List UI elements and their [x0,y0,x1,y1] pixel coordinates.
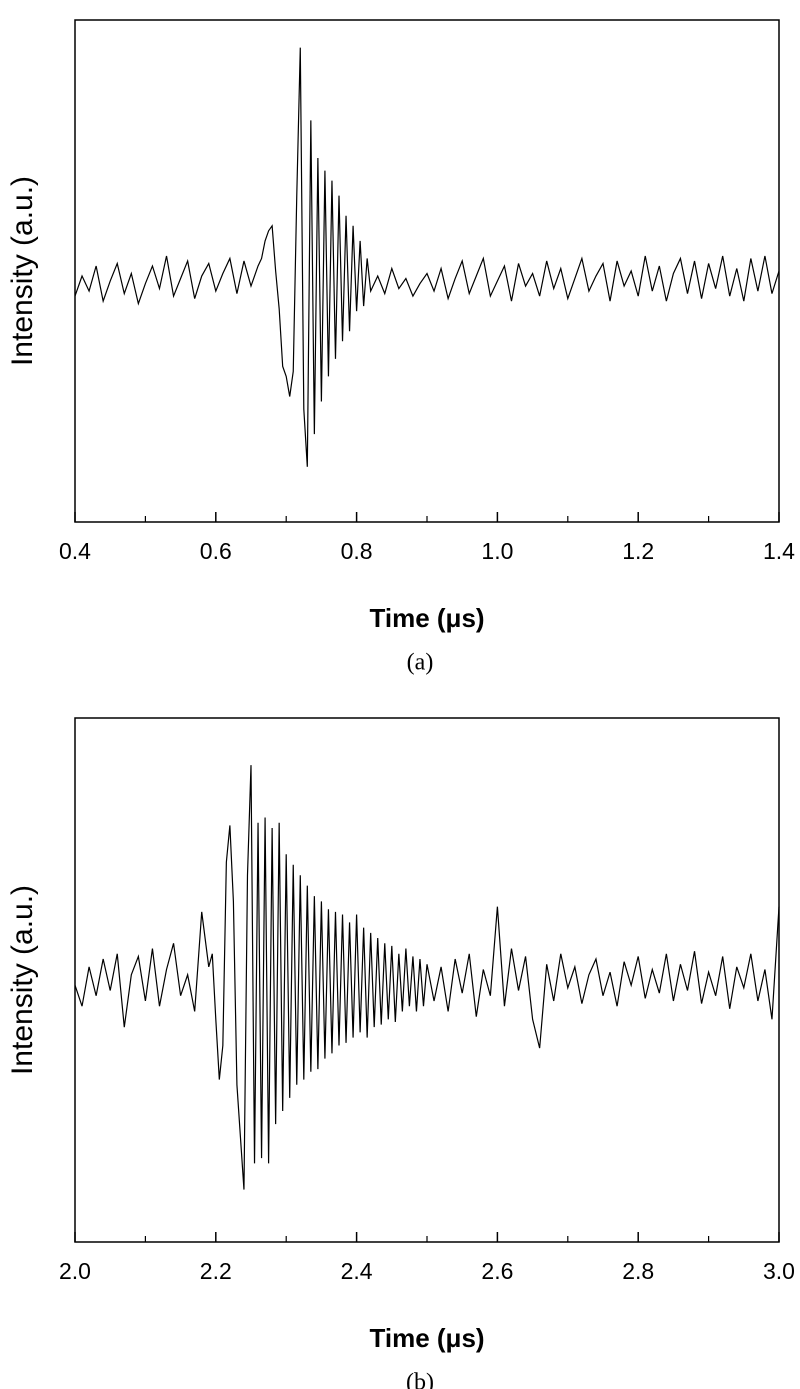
caption: (a) [407,650,434,676]
x-tick-label: 2.8 [622,1258,654,1284]
chart: 0.4 0.6 0.8 1.0 1.2 1.4 Time (μs) Intensity (a.… [6,19,795,676]
x-axis-label: Time (μs) [369,1323,484,1353]
x-tick-label: 2.2 [200,1258,232,1284]
x-tick-label: 3.0 [763,1258,795,1284]
plot-frame [74,717,780,1243]
waveform [74,765,780,1190]
y-axis-label: Intensity (a.u.) [6,176,39,366]
x-tick-label: 2.4 [341,1258,373,1284]
x-tick-label: 0.8 [341,538,373,564]
plot-frame [74,19,780,523]
x-tick-label: 0.6 [200,538,232,564]
x-tick-label: 2.6 [481,1258,513,1284]
x-tick-label: 1.4 [763,538,795,564]
waveform [74,47,780,467]
chart: 2.0 2.2 2.4 2.6 2.8 3.0 Time (μs) Intensity (a.… [6,717,795,1389]
caption: (b) [406,1370,434,1389]
x-tick-label: 1.0 [481,538,513,564]
y-axis-label: Intensity (a.u.) [6,885,39,1075]
x-axis-label: Time (μs) [369,603,484,633]
x-tick-label: 1.2 [622,538,654,564]
x-tick-label: 2.0 [59,1258,91,1284]
x-tick-label: 0.4 [59,538,91,564]
